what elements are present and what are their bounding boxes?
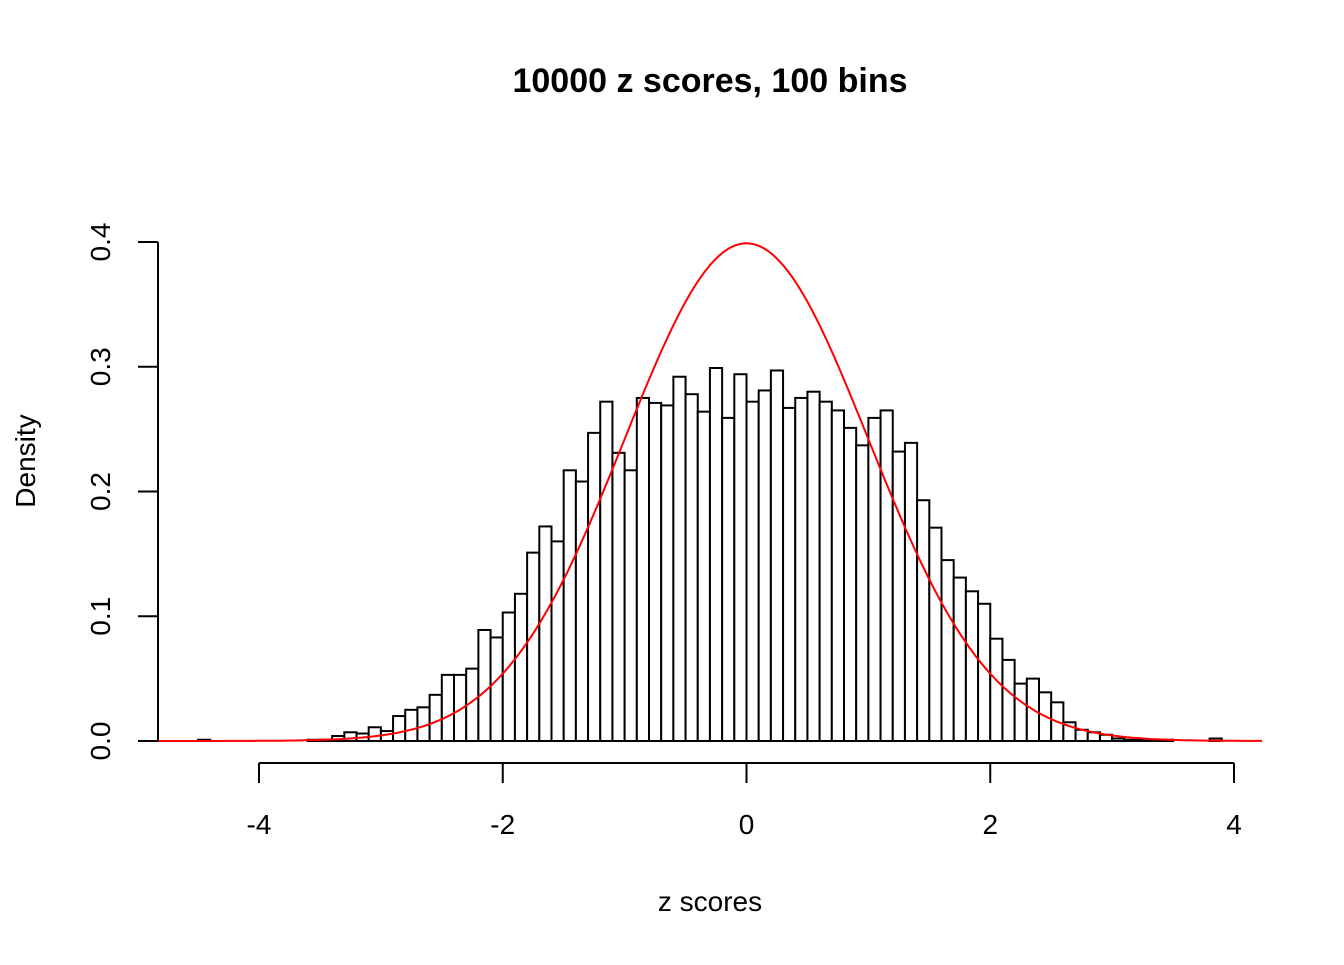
histogram-bar — [526, 551, 541, 742]
histogram-bar — [428, 693, 443, 743]
y-axis: 0.0 0.1 0.2 0.3 0.4 — [85, 223, 159, 761]
histogram-bar — [843, 426, 858, 742]
histogram-bar — [623, 469, 638, 742]
histogram-bar — [989, 637, 1004, 743]
histogram-bar — [879, 409, 894, 742]
histogram-bar — [806, 390, 821, 742]
histogram-bar — [818, 400, 833, 742]
histogram-bar — [1123, 738, 1138, 743]
y-tick-label: 0.0 — [85, 722, 116, 761]
histogram-bar — [1001, 658, 1016, 742]
bars-group — [197, 366, 1223, 743]
histogram-bar — [855, 444, 870, 742]
histogram-bar — [477, 628, 492, 742]
x-tick-label: -4 — [247, 809, 272, 840]
histogram-bar — [367, 726, 382, 743]
y-tick-label: 0.3 — [85, 347, 116, 386]
histogram-bar — [916, 499, 931, 743]
histogram-bar — [928, 526, 943, 742]
histogram-bar — [721, 416, 736, 742]
histogram-bar — [635, 396, 650, 742]
histogram-bar — [964, 590, 980, 742]
x-tick-label: -2 — [490, 809, 515, 840]
histogram-bar — [587, 431, 602, 742]
x-axis-label: z scores — [658, 886, 762, 917]
histogram-bar — [794, 396, 809, 742]
histogram-bar — [660, 404, 675, 742]
y-tick-label: 0.1 — [85, 597, 116, 636]
histogram-bar — [903, 441, 919, 742]
histogram-bar — [733, 373, 748, 742]
x-tick-label: 2 — [982, 809, 998, 840]
histogram-bar — [782, 406, 797, 742]
histogram-bar — [513, 592, 529, 742]
histogram-bar — [1111, 737, 1126, 743]
histogram-bar — [830, 409, 845, 742]
normal-density-curve — [157, 242, 1262, 742]
histogram-bar — [696, 410, 711, 742]
histogram-bar — [684, 393, 699, 742]
histogram-bar — [574, 480, 590, 742]
histogram-bar — [952, 576, 967, 743]
histogram-bar — [757, 389, 772, 742]
histogram-bar — [745, 400, 760, 742]
histogram-bar — [940, 559, 955, 742]
histogram-bar — [404, 708, 419, 742]
histogram-bar — [708, 366, 724, 742]
x-axis: -4 -2 0 2 4 — [247, 762, 1242, 840]
y-tick-label: 0.4 — [85, 223, 116, 262]
histogram-bar — [501, 611, 516, 742]
histogram-bar — [489, 636, 504, 743]
histogram-bar — [672, 375, 687, 742]
histogram-bar — [599, 400, 614, 742]
histogram-bar — [1135, 738, 1150, 743]
x-tick-label: 4 — [1226, 809, 1242, 840]
x-tick-label: 0 — [739, 809, 755, 840]
histogram-bar — [611, 451, 626, 742]
histogram-bar — [562, 469, 577, 742]
density-curve-group — [157, 242, 1262, 742]
histogram-bar — [648, 401, 663, 742]
y-axis-label: Density — [10, 414, 41, 507]
histogram-bar — [891, 450, 906, 742]
histogram-bar — [550, 540, 565, 743]
histogram-bar — [392, 715, 407, 742]
chart-title: 10000 z scores, 100 bins — [512, 62, 907, 100]
histogram-bar — [538, 525, 553, 742]
histogram-bar — [769, 369, 785, 742]
y-tick-label: 0.2 — [85, 472, 116, 511]
histogram-bar — [1013, 682, 1028, 742]
histogram-bar — [440, 673, 455, 743]
